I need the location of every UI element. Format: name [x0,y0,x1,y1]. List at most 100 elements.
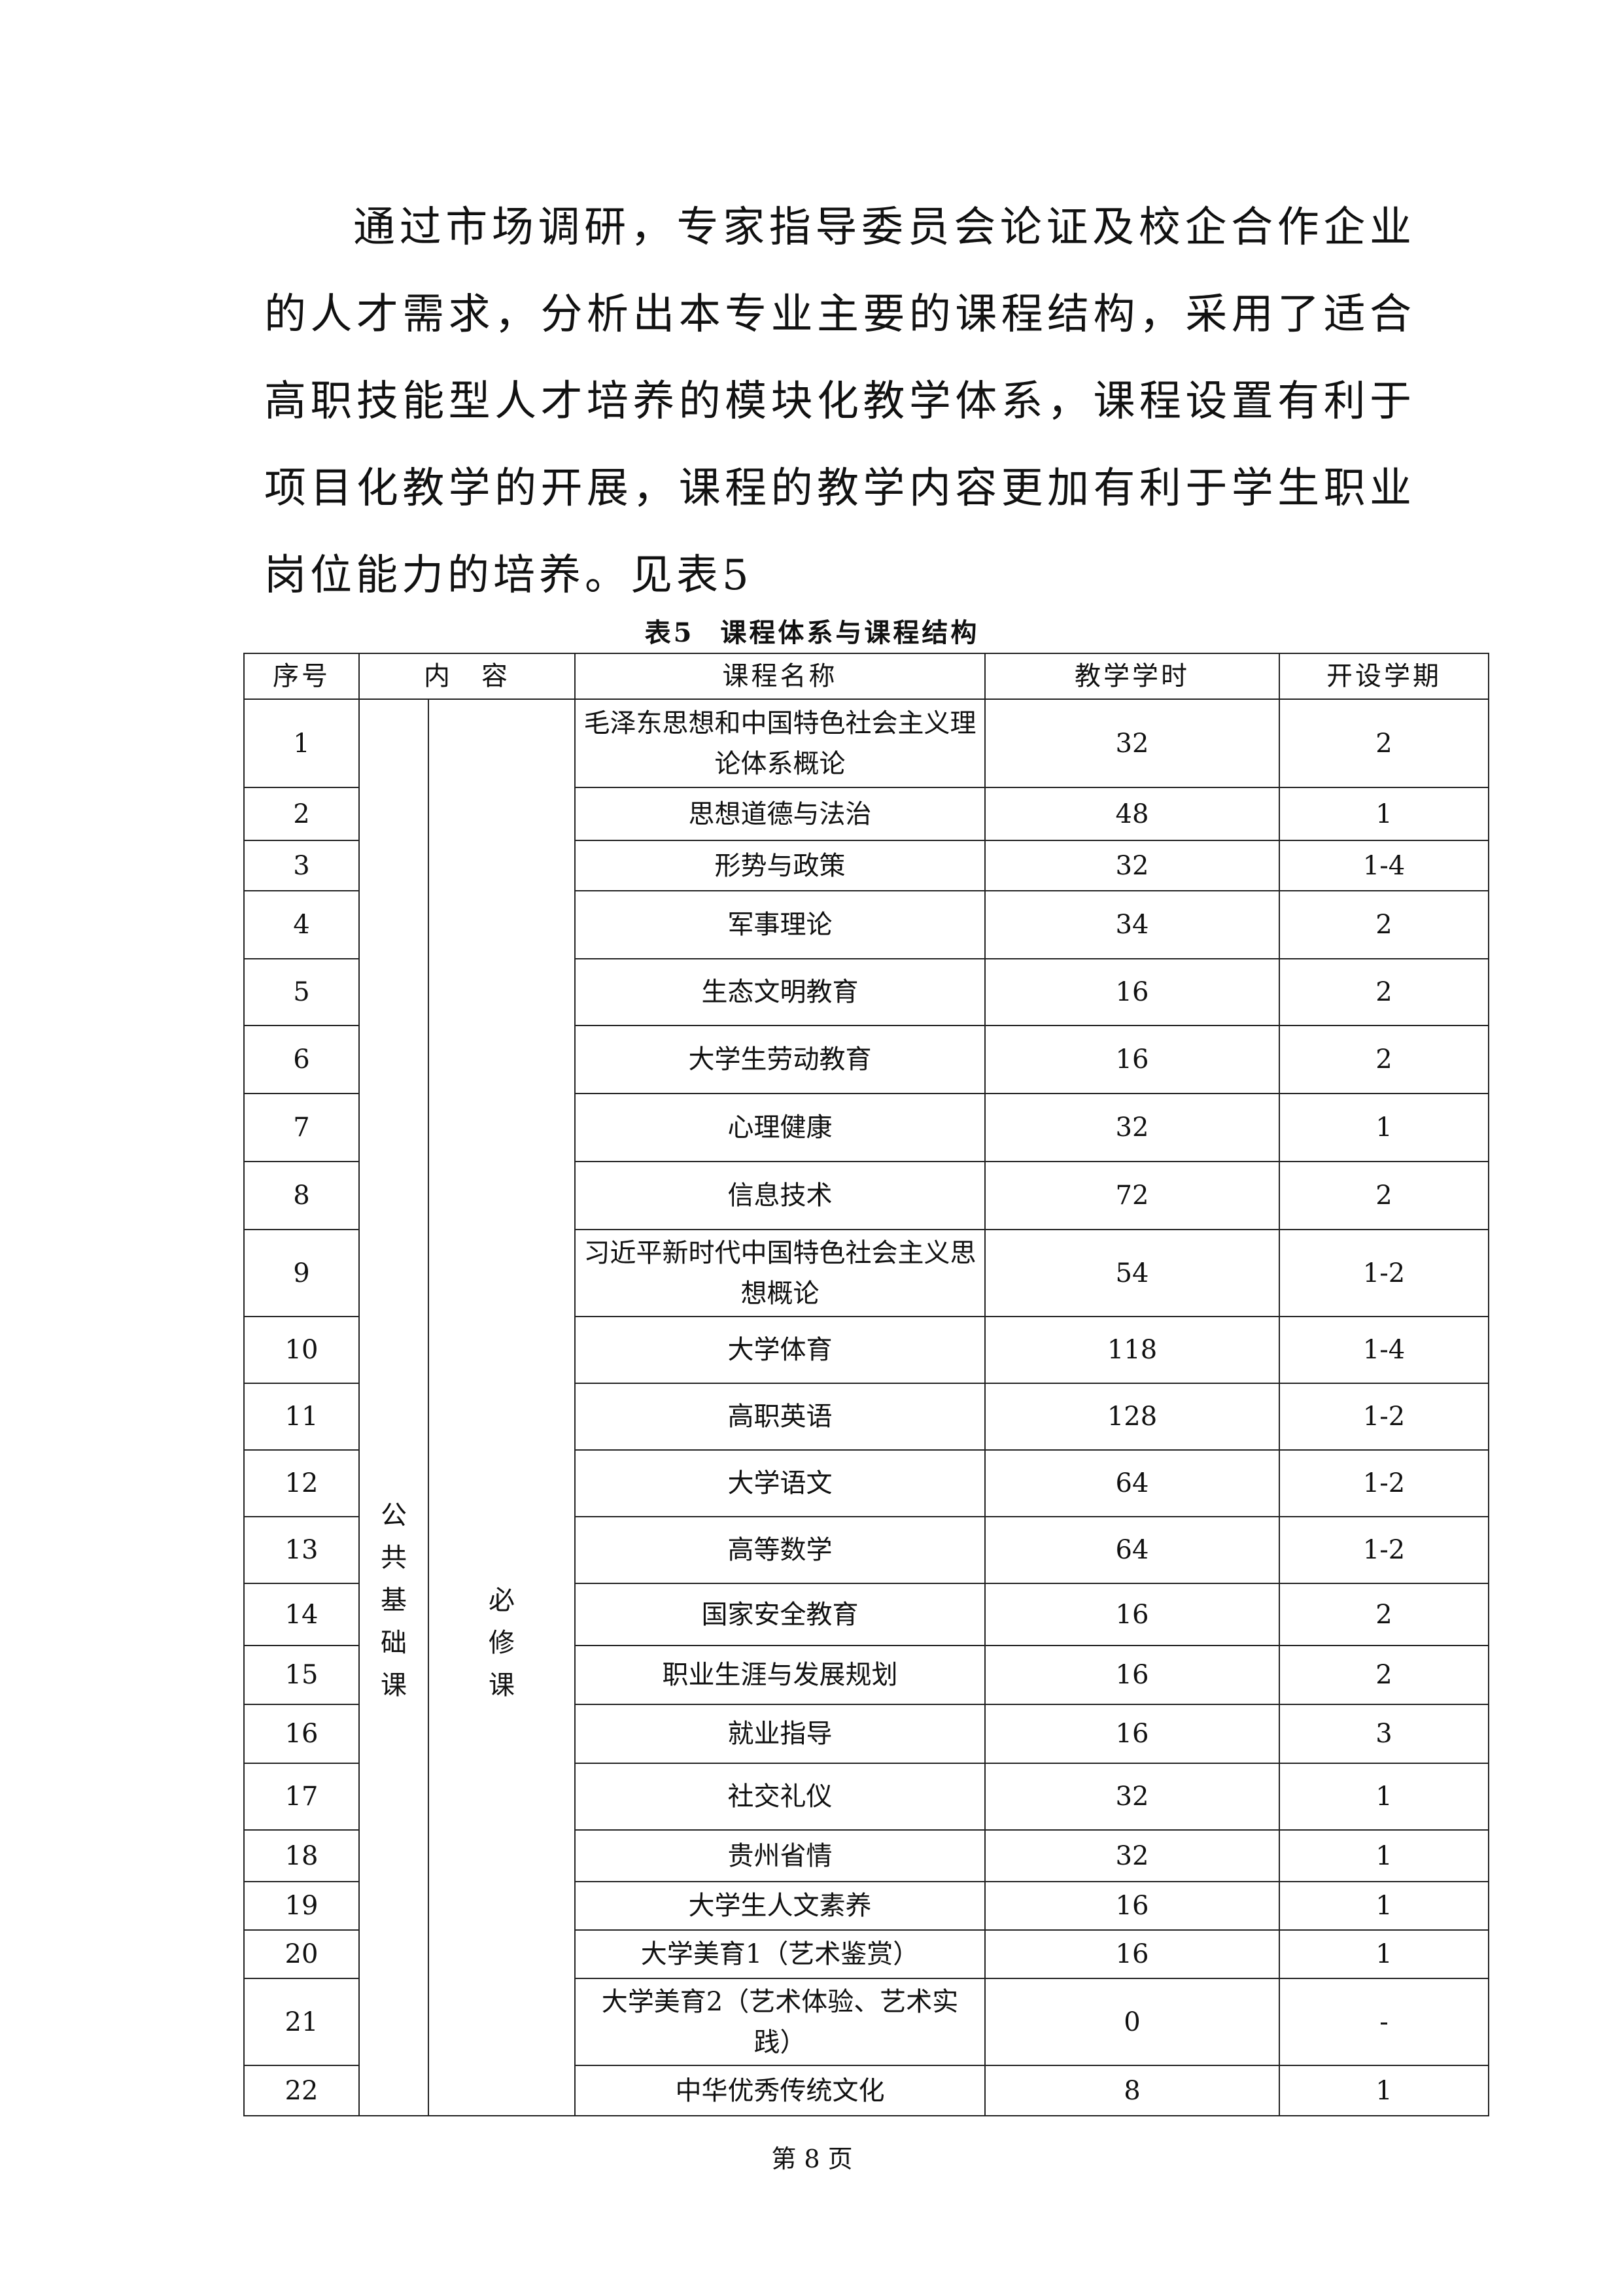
table-row: 11 高职英语 128 1-2 [243,1383,1489,1451]
subcategory-label: 必修课 [489,1585,515,1700]
cell-course-name: 国家安全教育 [574,1583,986,1646]
intro-paragraph: 通过市场调研，专家指导委员会论证及校企合作企业的人才需求，分析出本专业主要的课程… [264,184,1415,619]
cell-hours: 16 [984,1583,1280,1646]
cell-seq: 2 [243,787,360,841]
table-row: 2 思想道德与法治 48 1 [243,787,1489,841]
cell-term: 2 [1279,958,1489,1026]
cell-seq: 12 [243,1449,360,1517]
cell-term: 1 [1279,1093,1489,1162]
cell-course-name: 中华优秀传统文化 [574,2065,986,2116]
cell-term: 3 [1279,1704,1489,1764]
cell-term: 2 [1279,1025,1489,1094]
cell-course-name: 大学生人文素养 [574,1881,986,1931]
table-row: 4 军事理论 34 2 [243,890,1489,959]
table-row: 16 就业指导 16 3 [243,1704,1489,1764]
cell-hours: 48 [984,787,1280,841]
table-row: 12 大学语文 64 1-2 [243,1449,1489,1517]
cell-seq: 19 [243,1881,360,1931]
cell-course-name: 军事理论 [574,890,986,959]
cell-term: 1 [1279,1881,1489,1931]
cell-hours: 16 [984,1704,1280,1764]
cell-course-name: 高职英语 [574,1383,986,1451]
cell-hours: 0 [984,1978,1280,2066]
cell-course-name: 大学美育2（艺术体验、艺术实践） [574,1978,986,2066]
cell-seq: 6 [243,1025,360,1094]
table-row: 22 中华优秀传统文化 8 1 [243,2065,1489,2116]
cell-term: 2 [1279,890,1489,959]
cell-course-name: 习近平新时代中国特色社会主义思想概论 [574,1229,986,1317]
cell-course-name: 信息技术 [574,1161,986,1230]
cell-course-name: 大学美育1（艺术鉴赏） [574,1929,986,1979]
cell-course-name: 思想道德与法治 [574,787,986,841]
cell-seq: 21 [243,1978,360,2066]
cell-seq: 1 [243,698,360,788]
cell-hours: 32 [984,698,1280,788]
table-row: 17 社交礼仪 32 1 [243,1763,1489,1831]
table-header-row: 序号 内 容 课程名称 教学学时 开设学期 [243,653,1489,700]
table-row: 13 高等数学 64 1-2 [243,1516,1489,1584]
cell-seq: 4 [243,890,360,959]
cell-term: 2 [1279,1645,1489,1705]
cell-hours: 64 [984,1516,1280,1584]
cell-term: 1-2 [1279,1229,1489,1317]
table-row: 1 公共基础课 必修课 毛泽东思想和中国特色社会主义理论体系概论 32 2 [243,698,1489,2116]
cell-hours: 32 [984,1763,1280,1831]
course-structure-table: 序号 内 容 课程名称 教学学时 开设学期 1 公共基础课 必修课 毛泽东思想和中国特… [243,653,1489,2116]
cell-course-name: 贵州省情 [574,1829,986,1882]
cell-term: 1 [1279,1929,1489,1979]
table-row: 21 大学美育2（艺术体验、艺术实践） 0- [243,1978,1489,2066]
cell-hours: 16 [984,1881,1280,1931]
cell-course-name: 生态文明教育 [574,958,986,1026]
cell-term: 1 [1279,1829,1489,1882]
cell-term: 1-2 [1279,1516,1489,1584]
category-label: 公共基础课 [381,1500,407,1700]
cell-term: 1-2 [1279,1383,1489,1451]
page-number: 第 8 页 [771,2145,853,2173]
header-seq: 序号 [243,653,360,700]
table-row: 19 大学生人文素养 16 1 [243,1881,1489,1931]
cell-hours: 32 [984,1093,1280,1162]
cell-seq: 17 [243,1763,360,1831]
table-row: 5 生态文明教育 16 2 [243,958,1489,1026]
cell-term: - [1279,1978,1489,2066]
cell-course-name: 形势与政策 [574,840,986,891]
cell-course-name: 高等数学 [574,1516,986,1584]
cell-hours: 32 [984,1829,1280,1882]
cell-seq: 7 [243,1093,360,1162]
intro-text: 通过市场调研，专家指导委员会论证及校企合作企业的人才需求，分析出本专业主要的课程… [264,203,1415,600]
cell-seq: 5 [243,958,360,1026]
cell-course-name: 心理健康 [574,1093,986,1162]
cell-seq: 14 [243,1583,360,1646]
table-row: 18 贵州省情 32 1 [243,1829,1489,1882]
cell-course-name: 大学语文 [574,1449,986,1517]
cell-seq: 11 [243,1383,360,1451]
table-row: 7 心理健康 32 1 [243,1093,1489,1162]
table-row: 20 大学美育1（艺术鉴赏） 16 1 [243,1929,1489,1979]
cell-hours: 128 [984,1383,1280,1451]
table-row: 3 形势与政策 32 1-4 [243,840,1489,891]
header-hours: 教学学时 [984,653,1280,700]
table-row: 15 职业生涯与发展规划 16 2 [243,1645,1489,1705]
cell-term: 2 [1279,1583,1489,1646]
table-row: 6 大学生劳动教育 16 2 [243,1025,1489,1094]
cell-seq: 3 [243,840,360,891]
table-row: 10 大学体育 118 1-4 [243,1316,1489,1384]
cell-term: 1-4 [1279,1316,1489,1384]
cell-term: 1 [1279,2065,1489,2116]
cell-seq: 22 [243,2065,360,2116]
cell-hours: 16 [984,958,1280,1026]
cell-course-name: 就业指导 [574,1704,986,1764]
cell-hours: 34 [984,890,1280,959]
cell-hours: 64 [984,1449,1280,1517]
cell-seq: 13 [243,1516,360,1584]
cell-term: 1 [1279,787,1489,841]
cell-course-name: 大学生劳动教育 [574,1025,986,1094]
table-caption: 表5 课程体系与课程结构 [0,612,1624,649]
cell-category: 公共基础课 [358,698,429,2116]
cell-hours: 16 [984,1025,1280,1094]
cell-seq: 15 [243,1645,360,1705]
table-number: 表5 [644,617,695,648]
header-content: 内 容 [358,653,576,700]
table-row: 9 习近平新时代中国特色社会主义思想概论 54 1-2 [243,1229,1489,1317]
cell-seq: 20 [243,1929,360,1979]
